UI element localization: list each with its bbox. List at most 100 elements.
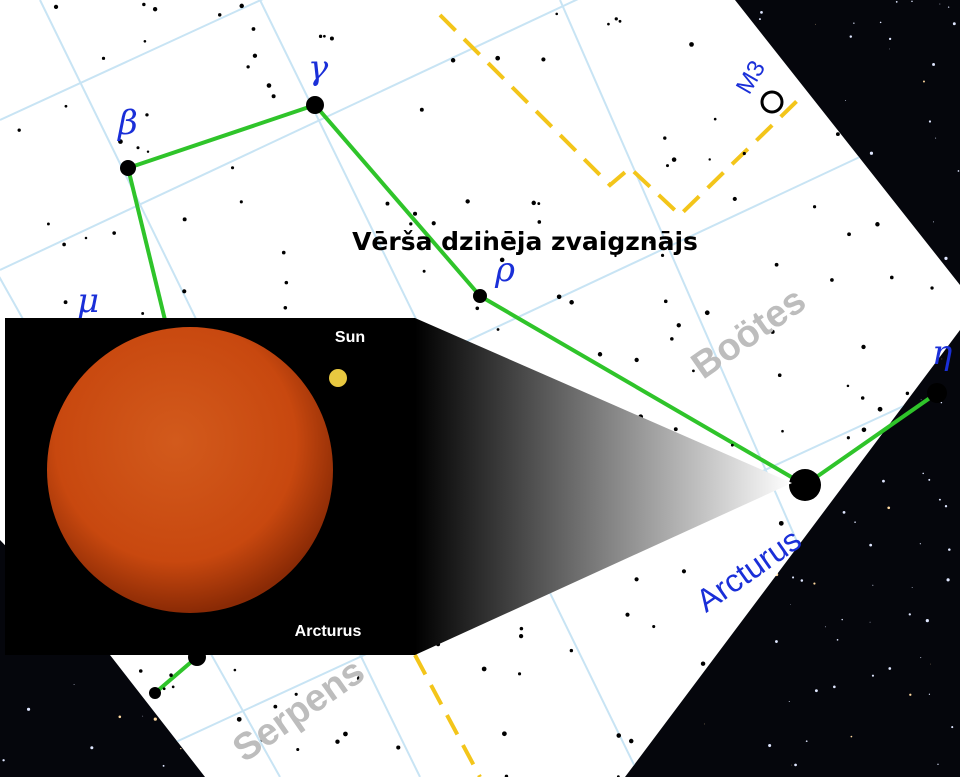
- dot: [672, 157, 677, 162]
- dot: [953, 22, 956, 25]
- dot: [768, 744, 771, 747]
- dot: [169, 673, 173, 677]
- dot: [112, 231, 116, 235]
- dot: [163, 765, 165, 767]
- dot: [813, 205, 816, 208]
- dot: [937, 764, 938, 765]
- dot: [790, 604, 791, 605]
- dot: [794, 764, 797, 767]
- dot: [330, 37, 334, 41]
- dot: [139, 669, 143, 673]
- dot: [182, 289, 186, 293]
- dot: [845, 100, 846, 101]
- dot: [674, 427, 678, 431]
- dot: [928, 479, 930, 481]
- dot: [54, 5, 58, 9]
- dot: [875, 222, 879, 226]
- star-label: γ: [308, 48, 329, 88]
- dot: [231, 166, 234, 169]
- dot: [285, 281, 289, 285]
- dot: [781, 430, 784, 433]
- dot: [413, 212, 417, 216]
- dot: [532, 201, 536, 205]
- dot: [136, 146, 139, 149]
- dot: [423, 270, 426, 273]
- big-star-disc: [47, 327, 333, 613]
- dot: [847, 232, 851, 236]
- dot: [920, 543, 921, 544]
- star-label: η: [932, 333, 953, 373]
- dot: [944, 257, 947, 260]
- dot: [557, 294, 562, 299]
- dot: [948, 548, 951, 551]
- dot: [837, 639, 839, 641]
- dot: [664, 300, 668, 304]
- dot: [482, 667, 487, 672]
- dot: [906, 392, 909, 395]
- dot: [872, 675, 874, 677]
- dot: [929, 120, 931, 122]
- dot: [888, 667, 891, 670]
- dot: [90, 746, 93, 749]
- dot: [813, 582, 815, 584]
- dot: [833, 686, 836, 689]
- dot: [677, 323, 681, 327]
- dot: [335, 740, 339, 744]
- dot: [939, 499, 941, 501]
- dot: [47, 223, 50, 226]
- dot: [85, 237, 87, 239]
- dot: [878, 407, 883, 412]
- dot: [870, 622, 871, 623]
- dot: [948, 6, 949, 7]
- dot: [634, 577, 638, 581]
- dot: [922, 473, 924, 475]
- dot: [296, 748, 299, 751]
- dot: [958, 170, 960, 172]
- dot: [518, 672, 521, 675]
- dot: [652, 625, 655, 628]
- dot: [731, 444, 734, 447]
- dot: [889, 38, 891, 40]
- dot: [163, 687, 166, 690]
- dot: [851, 736, 853, 738]
- dot: [541, 57, 545, 61]
- dot: [841, 619, 842, 620]
- dot: [853, 22, 854, 23]
- dot: [141, 312, 144, 315]
- dot: [240, 200, 243, 203]
- dot: [119, 716, 122, 719]
- page: β γ ρ η μ M3 Boötes Arcturus Serpens Vēr…: [0, 0, 960, 777]
- dot: [830, 278, 834, 282]
- dot: [218, 13, 221, 16]
- dot: [733, 197, 737, 201]
- dot: [930, 286, 933, 289]
- dot: [847, 385, 850, 388]
- dot: [537, 202, 540, 205]
- dot: [432, 221, 436, 225]
- dot: [519, 634, 523, 638]
- dot: [147, 150, 149, 152]
- dot: [343, 732, 348, 737]
- dot: [409, 222, 412, 225]
- dot: [890, 276, 894, 280]
- dot: [825, 626, 826, 627]
- dot: [869, 544, 872, 547]
- dot: [682, 569, 686, 573]
- dot: [815, 689, 818, 692]
- dot: [923, 80, 925, 82]
- dot: [806, 740, 808, 742]
- dot: [933, 221, 934, 222]
- dot: [850, 35, 852, 37]
- dot: [538, 220, 542, 224]
- star-label: ρ: [494, 250, 515, 290]
- dot: [502, 731, 507, 736]
- dot: [495, 56, 500, 61]
- dot: [180, 748, 181, 749]
- dot: [153, 7, 157, 11]
- dot: [847, 436, 850, 439]
- star-label: β: [116, 103, 138, 143]
- dot: [497, 328, 500, 331]
- dot: [569, 300, 574, 305]
- dot: [760, 11, 763, 14]
- dot: [62, 243, 66, 247]
